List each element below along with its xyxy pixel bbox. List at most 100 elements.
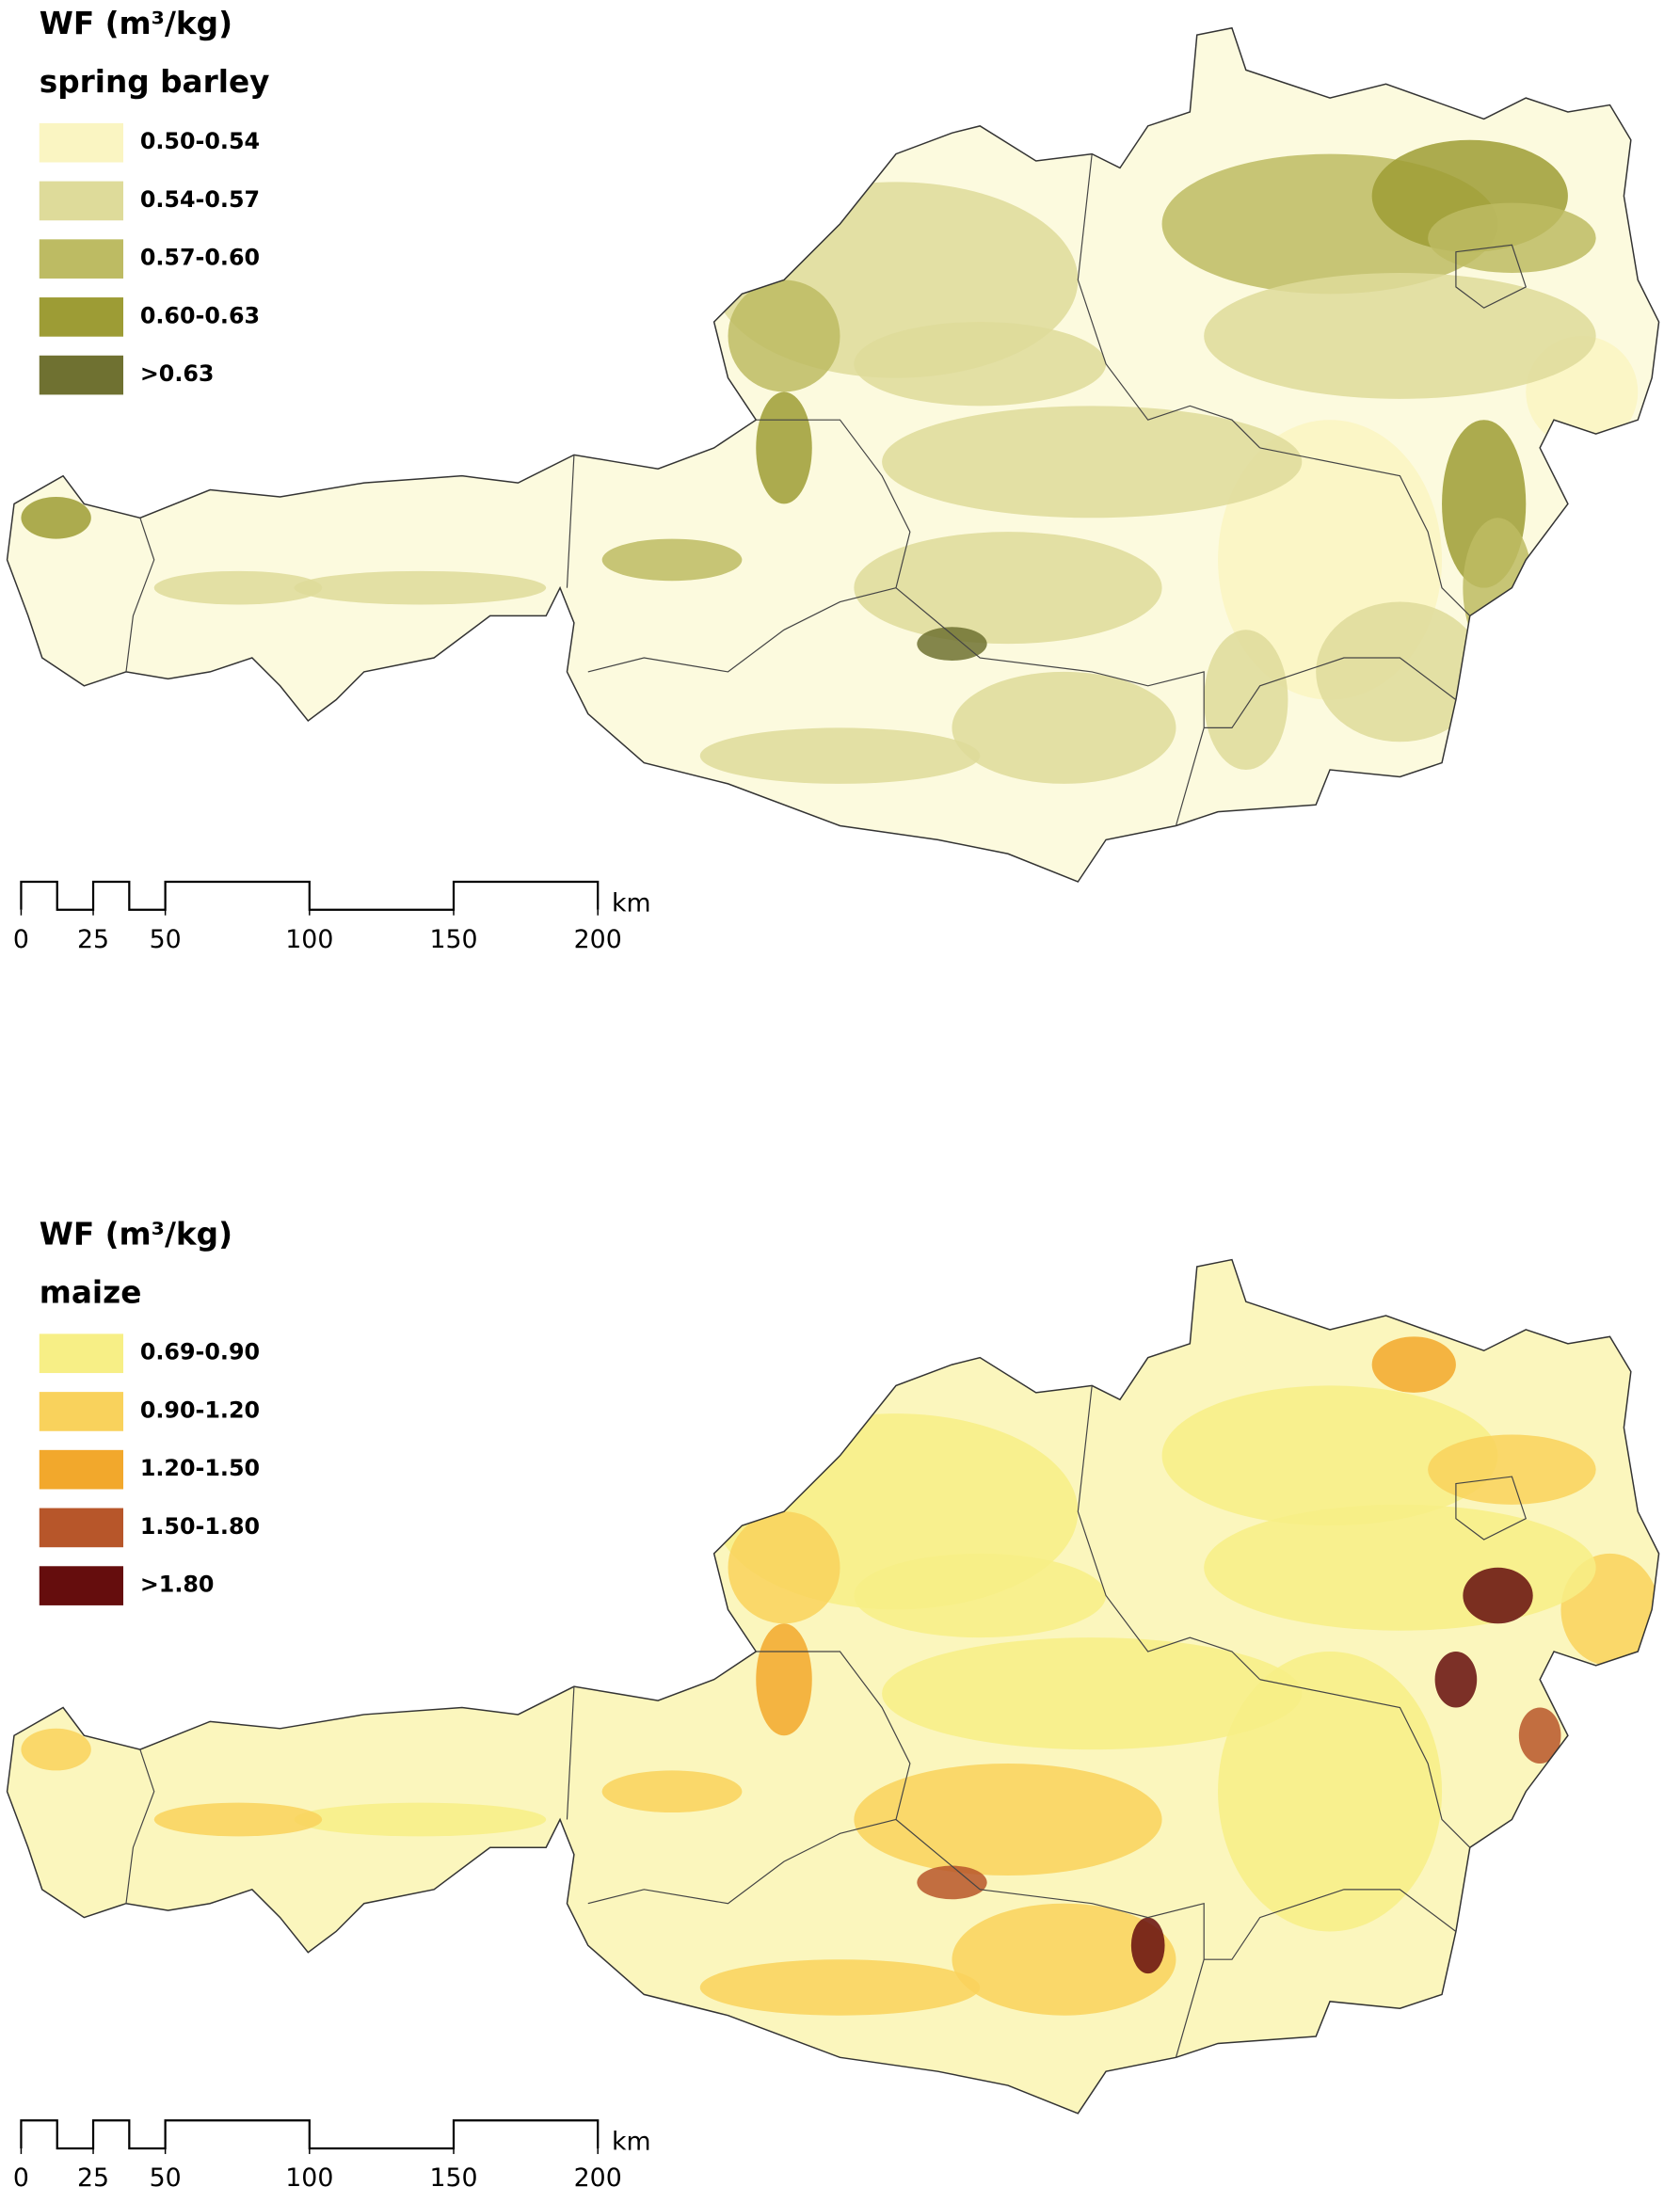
- map-panel: WF (m³/kg) maize 0.69-0.90 0.90-1.20 1.20-1.…: [6, 1216, 1660, 2193]
- raster-patch: [952, 1903, 1176, 2016]
- raster-patch: [294, 1802, 547, 1837]
- legend-swatch: [39, 1392, 124, 1431]
- legend-swatch: [39, 1333, 124, 1374]
- raster-patch: [854, 532, 1162, 645]
- scale-label: 150: [429, 2163, 477, 2193]
- raster-patch: [153, 1802, 323, 1837]
- legend-swatch: [39, 1566, 124, 1605]
- raster-fill: [7, 1259, 1659, 2114]
- raster-patch: [294, 570, 547, 605]
- scale-label: 100: [285, 925, 333, 954]
- legend-label: 0.50-0.54: [140, 128, 260, 154]
- region-border: [587, 1818, 897, 1905]
- region-border: [587, 587, 897, 673]
- legend-swatch: [39, 181, 124, 221]
- raster-patch: [728, 279, 840, 392]
- legend-swatch: [39, 122, 124, 163]
- raster-patch: [1463, 518, 1533, 659]
- region-border: [1455, 244, 1528, 309]
- legend-swatch: [39, 1508, 124, 1548]
- legend-crop: maize: [40, 1275, 142, 1311]
- legend-label: 1.20-1.50: [140, 1455, 260, 1481]
- region-border: [756, 419, 911, 588]
- country-outline: [6, 1258, 1660, 2115]
- scale-unit: km: [612, 2128, 651, 2157]
- raster-patch: [1218, 1652, 1443, 1932]
- raster-patch: [21, 1728, 91, 1771]
- raster-patch: [1463, 1567, 1533, 1624]
- region-border: [566, 455, 575, 588]
- raster-patch: [1428, 202, 1596, 274]
- legend-label: 0.60-0.63: [140, 302, 260, 328]
- scale-bar: [20, 2119, 600, 2150]
- raster-patch: [854, 322, 1107, 407]
- raster-patch: [756, 391, 812, 504]
- region-border: [1259, 447, 1471, 616]
- legend-swatch: [39, 239, 124, 279]
- raster-patch: [1204, 1504, 1596, 1631]
- raster-patch: [952, 671, 1176, 784]
- region-border: [125, 1748, 155, 1904]
- raster-patch: [854, 1553, 1107, 1638]
- legend-label: 0.57-0.60: [140, 245, 260, 271]
- raster-patch: [1130, 1917, 1165, 1974]
- country-outline: [6, 26, 1660, 883]
- raster-patch: [1371, 1336, 1456, 1393]
- region-border: [1455, 1476, 1528, 1541]
- raster-patch: [1518, 1707, 1561, 1764]
- raster-patch: [882, 1637, 1303, 1750]
- raster-patch: [1316, 601, 1484, 742]
- legend-label: 1.50-1.80: [140, 1513, 260, 1540]
- scale-label: 25: [77, 2163, 109, 2193]
- raster-patch: [1428, 1434, 1596, 1505]
- map-panel: WF (m³/kg) spring barley 0.50-0.54 0.54-0.5…: [6, 6, 1660, 954]
- region-border: [1204, 657, 1457, 728]
- raster-patch: [601, 1770, 743, 1813]
- region-border: [756, 1651, 911, 1820]
- legend-label: 0.54-0.57: [140, 186, 260, 213]
- raster-patch: [1204, 630, 1288, 771]
- scale-label: 100: [285, 2163, 333, 2193]
- legend-title: WF (m³/kg): [40, 1216, 232, 1252]
- raster-patch: [1161, 1385, 1498, 1526]
- region-border: [1259, 1679, 1471, 1848]
- raster-patch: [601, 538, 743, 582]
- region-border: [1077, 153, 1261, 449]
- raster-patch: [153, 570, 323, 605]
- region-border: [1204, 1889, 1457, 1960]
- raster-patch: [21, 496, 91, 539]
- region-border: [566, 1686, 575, 1820]
- scale-label: 50: [150, 925, 182, 954]
- scale-unit: km: [612, 888, 651, 918]
- legend-label: >0.63: [140, 360, 215, 387]
- legend-label: 0.69-0.90: [140, 1339, 260, 1365]
- legend-title: WF (m³/kg): [40, 6, 232, 41]
- legend-swatch: [39, 355, 124, 395]
- legend-label: >1.80: [140, 1572, 215, 1598]
- scale-label: 0: [13, 2163, 29, 2193]
- raster-patch: [854, 1763, 1162, 1876]
- scale-label: 200: [574, 925, 622, 954]
- raster-patch: [728, 1511, 840, 1624]
- raster-patch: [917, 627, 987, 662]
- scale-label: 50: [150, 2163, 182, 2193]
- region-border: [125, 518, 155, 672]
- scale-label: 200: [574, 2163, 622, 2193]
- raster-patch: [1204, 273, 1596, 399]
- scale-bar: [20, 880, 600, 911]
- raster-patch: [1434, 1652, 1478, 1708]
- raster-patch: [699, 1959, 981, 2016]
- raster-patch: [882, 406, 1303, 519]
- legend-label: 0.90-1.20: [140, 1397, 260, 1423]
- raster-patch: [917, 1865, 987, 1900]
- scale-label: 0: [13, 925, 29, 954]
- scale-label: 25: [77, 925, 109, 954]
- legend-swatch: [39, 297, 124, 337]
- legend-crop: spring barley: [40, 64, 270, 100]
- raster-patch: [699, 727, 981, 784]
- legend-swatch: [39, 1449, 124, 1490]
- raster-patch: [756, 1623, 812, 1736]
- scale-label: 150: [429, 925, 477, 954]
